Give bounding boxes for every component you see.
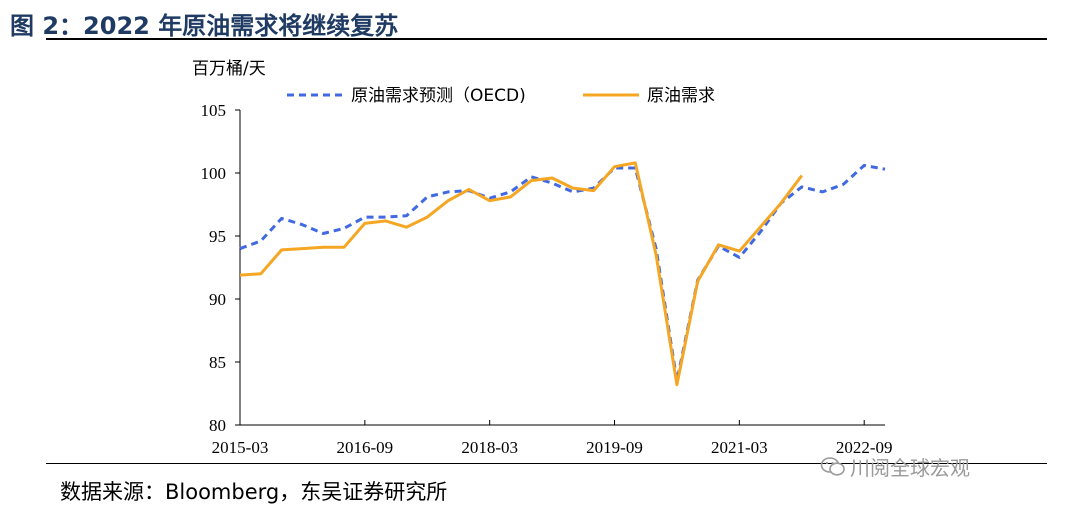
- y-axis-label: 百万桶/天: [192, 59, 266, 79]
- x-tick-label: 2016-09: [337, 438, 394, 457]
- figure-title: 图 2：2022 年原油需求将继续复苏: [10, 12, 399, 40]
- x-tick-label: 2022-09: [836, 438, 893, 457]
- legend-label-0: 原油需求预测（OECD): [351, 86, 526, 106]
- legend: 原油需求预测（OECD) 原油需求: [287, 86, 715, 106]
- axes: 80 85 90 95 100 105 2015-03 2016-09 2018-03 2019-…: [201, 101, 893, 457]
- series-layer: [239, 161, 886, 387]
- x-tick-label: 2018-03: [461, 438, 518, 457]
- y-tick-label: 80: [209, 416, 226, 435]
- y-tick-label: 95: [209, 227, 226, 246]
- wechat-icon: [820, 456, 845, 476]
- x-tick-label: 2021-03: [711, 438, 768, 457]
- legend-label-1: 原油需求: [647, 86, 715, 106]
- series-line-0: [239, 163, 886, 383]
- source-rule: [46, 463, 1047, 464]
- x-tick-label: 2019-09: [586, 438, 643, 457]
- y-tick-label: 85: [209, 353, 226, 372]
- y-tick-label: 100: [201, 164, 227, 183]
- y-tick-label: 90: [209, 290, 226, 309]
- series-line-1: [239, 161, 803, 387]
- y-tick-label: 105: [201, 101, 227, 120]
- watermark: 川阅全球宏观: [820, 452, 970, 481]
- x-tick-label: 2015-03: [212, 438, 269, 457]
- source-note: 数据来源：Bloomberg，东吴证券研究所: [60, 480, 448, 504]
- title-rule: [46, 38, 1047, 40]
- watermark-text: 川阅全球宏观: [850, 456, 970, 480]
